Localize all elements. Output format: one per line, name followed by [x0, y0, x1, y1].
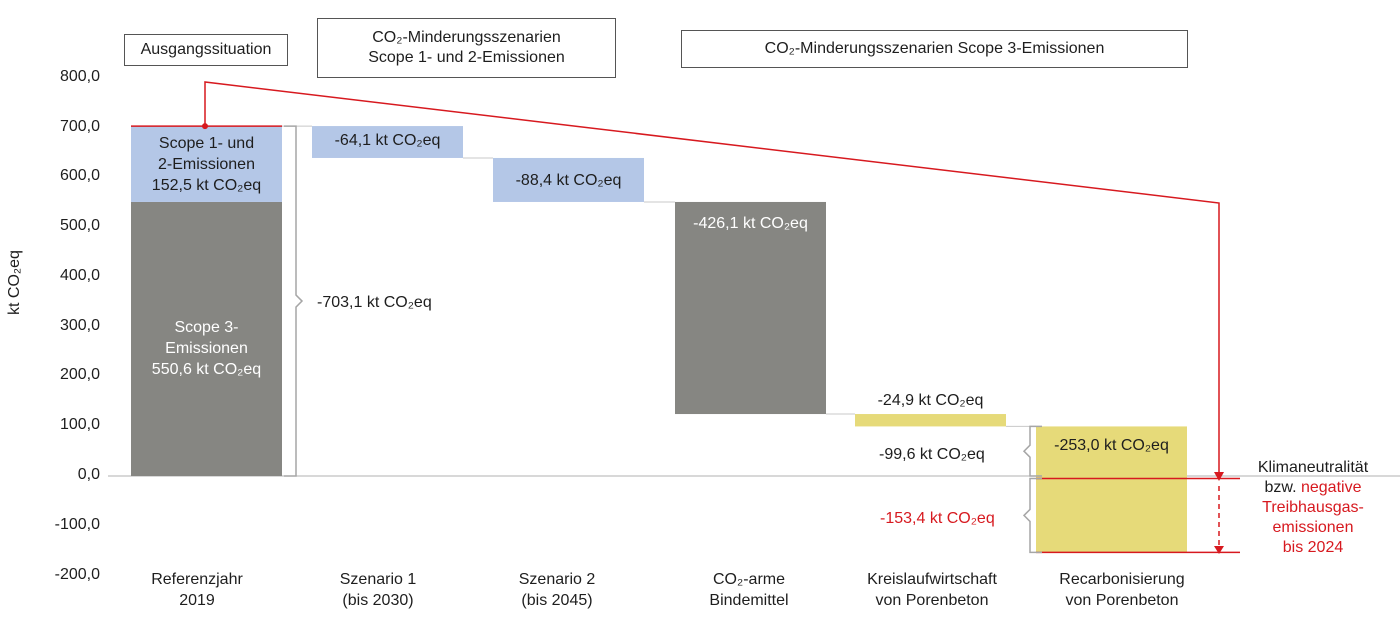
total-reduction-bracket	[284, 125, 304, 477]
note-line-3: Treibhausgas-	[1262, 499, 1364, 516]
bar-6	[1036, 426, 1187, 553]
category-label-2: Szenario 2 (bis 2045)	[518, 571, 596, 609]
y-tick-label: 300,0	[59, 316, 100, 334]
y-tick-label: 800,0	[59, 67, 100, 85]
y-tick-label: 600,0	[59, 167, 100, 185]
bar-label-0: Scope 3- Emissionen 550,6 kt CO₂eq	[151, 319, 262, 378]
neutrality-arrow-path	[204, 81, 1220, 472]
negative-part-label: -153,4 kt CO₂eq	[880, 510, 995, 527]
arrowhead-negative	[1214, 546, 1224, 554]
y-tick-label: 100,0	[59, 416, 100, 434]
y-tick-label: -100,0	[54, 515, 100, 533]
y-tick-label: 200,0	[59, 366, 100, 384]
total-reduction-label: -703,1 kt CO₂eq	[317, 294, 432, 311]
y-axis-label: kt CO₂eq	[6, 250, 23, 315]
positive-part-bracket	[1022, 425, 1042, 477]
positive-part-label: -99,6 kt CO₂eq	[879, 446, 985, 463]
note-line-4: emissionen	[1272, 519, 1354, 536]
category-label-5: Recarbonisierung von Porenbeton	[1059, 571, 1185, 609]
bar-4	[675, 201, 826, 415]
y-tick-label: 700,0	[59, 117, 100, 135]
y-tick-label: 500,0	[59, 217, 100, 235]
category-label-0: Referenzjahr 2019	[151, 571, 243, 609]
category-label-1: Szenario 1 (bis 2030)	[339, 571, 417, 609]
bar-label-6: -253,0 kt CO₂eq	[1054, 437, 1169, 454]
bar-5	[855, 414, 1006, 427]
header-box-2: CO₂-Minderungsszenarien Scope 1- und 2-Em…	[317, 18, 616, 78]
note-line-1: Klimaneutralität	[1257, 459, 1369, 476]
negative-part-bracket	[1022, 477, 1042, 554]
bar-3	[493, 157, 644, 202]
category-label-4: Kreislaufwirtschaft von Porenbeton	[867, 571, 997, 609]
bar-2	[312, 126, 463, 158]
reference-dot	[202, 123, 208, 130]
header-box-3: CO₂-Minderungsszenarien Scope 3-Emission…	[681, 30, 1188, 68]
header-box-1: Ausgangssituation	[124, 34, 288, 66]
bar-label-5: -24,9 kt CO₂eq	[877, 392, 984, 409]
bar-label-1: Scope 1- und 2-Emissionen 152,5 kt CO₂eq	[151, 135, 262, 194]
bar-label-3: -88,4 kt CO₂eq	[515, 172, 622, 189]
bar-label-4: -426,1 kt CO₂eq	[693, 215, 808, 232]
bar-label-2: -64,1 kt CO₂eq	[334, 132, 441, 149]
category-label-3: CO₂-arme Bindemittel	[709, 571, 789, 609]
y-tick-label: -200,0	[54, 565, 100, 583]
bar-1	[131, 126, 282, 202]
note-line-2: bzw. negative	[1264, 479, 1362, 496]
note-line-5: bis 2024	[1282, 539, 1344, 556]
y-tick-label: 0,0	[77, 466, 100, 483]
climate-neutrality-note: Klimaneutralität bzw. negative Treibhaus…	[1228, 458, 1398, 558]
arrowhead-down	[1214, 472, 1224, 481]
y-tick-label: 400,0	[59, 266, 100, 284]
bar-0	[131, 201, 282, 477]
